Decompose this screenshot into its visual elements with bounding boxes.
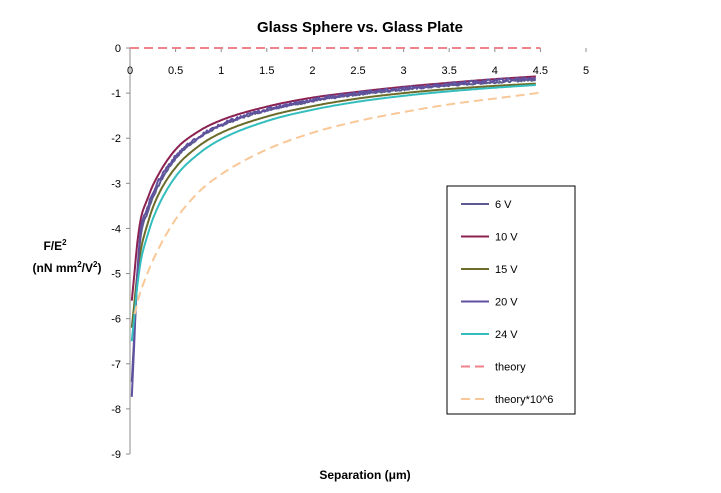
legend-label: 24 V xyxy=(495,329,518,341)
plot-area: 0 -1 -2 -3 -4 -5 -6 -7 -8 -9 0 0.5 1 1.5 2 2.5 3 3.5 4 4.5… xyxy=(111,43,589,461)
y-ticks: 0 -1 -2 -3 -4 -5 -6 -7 -8 -9 xyxy=(111,43,130,461)
series-line-3 xyxy=(130,82,536,328)
y-axis-units-pre: (nN mm xyxy=(33,261,78,275)
x-tick-label: 1 xyxy=(218,65,224,77)
x-ticks: 0 0.5 1 1.5 2 2.5 3 3.5 4 4.5 5 xyxy=(127,48,589,77)
chart-title: Glass Sphere vs. Glass Plate xyxy=(257,19,463,36)
legend-label: 15 V xyxy=(495,264,518,276)
y-axis-title-line1: F/E2 xyxy=(43,238,67,253)
y-tick-label: -2 xyxy=(111,133,121,145)
y-tick-label: -9 xyxy=(111,449,121,461)
y-tick-label: -1 xyxy=(111,88,121,100)
x-tick-label: 4 xyxy=(492,65,498,77)
x-tick-label: 3 xyxy=(401,65,407,77)
y-axis-units-sup1: 2 xyxy=(77,260,82,269)
y-tick-label: -6 xyxy=(111,314,121,326)
x-tick-label: 3.5 xyxy=(442,65,457,77)
legend-label: theory xyxy=(495,362,526,374)
x-axis-title: Separation (μm) xyxy=(319,468,410,482)
legend-label: theory*10^6 xyxy=(495,394,553,406)
legend-label: 6 V xyxy=(495,199,512,211)
legend-label: 20 V xyxy=(495,297,518,309)
x-tick-label: 4.5 xyxy=(533,65,548,77)
legend-label: 10 V xyxy=(495,232,518,244)
y-tick-label: -7 xyxy=(111,359,121,371)
y-tick-label: -8 xyxy=(111,404,121,416)
series-group xyxy=(130,47,541,397)
y-tick-label: -4 xyxy=(111,223,121,235)
series-line-5 xyxy=(130,84,536,342)
x-tick-label: 0.5 xyxy=(168,65,183,77)
y-axis-title-text: F/E xyxy=(43,239,62,253)
legend-box xyxy=(446,185,576,415)
x-tick-label: 2 xyxy=(309,65,315,77)
x-tick-label: 5 xyxy=(583,65,589,77)
y-tick-label: 0 xyxy=(115,43,121,55)
x-tick-label: 2.5 xyxy=(350,65,365,77)
series-line-7 xyxy=(133,91,541,315)
y-axis-units-mid: /V xyxy=(82,261,93,275)
legend: 6 V 10 V 15 V 20 V 24 V theory theory*10^6 xyxy=(446,185,576,415)
y-axis-units-post: ) xyxy=(97,261,101,275)
series-line-2 xyxy=(130,75,536,301)
y-tick-label: -3 xyxy=(111,178,121,190)
y-axis-title-line2: (nN mm2/V2) xyxy=(33,260,102,275)
x-tick-label: 0 xyxy=(127,65,133,77)
series-line-4 xyxy=(130,76,536,397)
y-tick-label: -5 xyxy=(111,269,121,281)
y-axis-units-sup2: 2 xyxy=(93,260,98,269)
x-tick-label: 1.5 xyxy=(259,65,274,77)
legend-items: 6 V 10 V 15 V 20 V 24 V theory theory*10^6 xyxy=(461,199,553,406)
y-axis-title-superscript: 2 xyxy=(62,238,67,247)
